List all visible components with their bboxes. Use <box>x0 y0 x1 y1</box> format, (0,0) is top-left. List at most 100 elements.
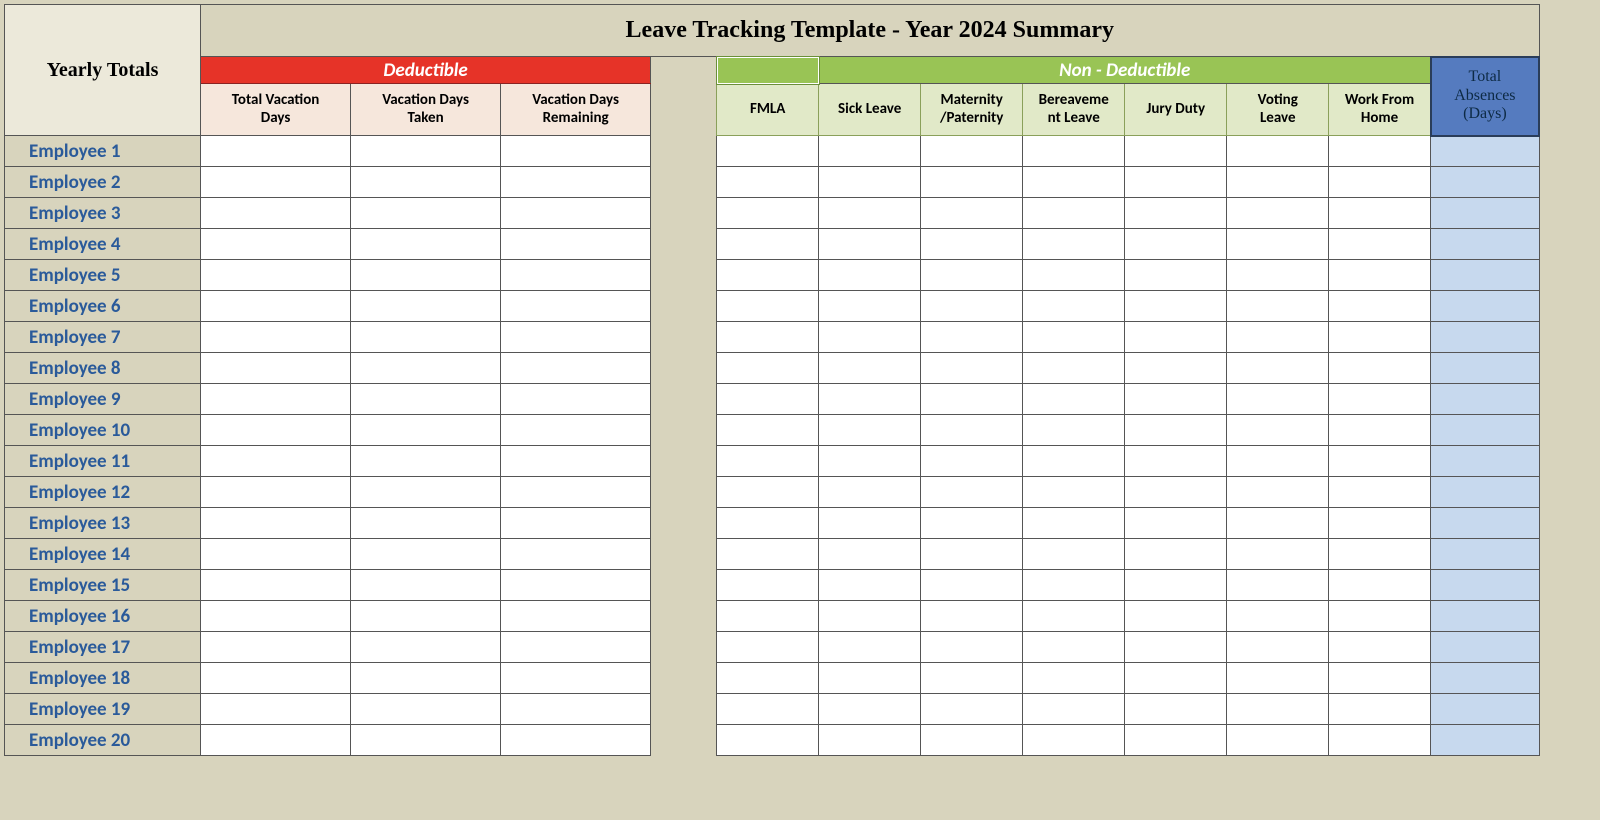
cell-deductible[interactable] <box>501 136 651 167</box>
cell-deductible[interactable] <box>351 291 501 322</box>
cell-deductible[interactable] <box>351 260 501 291</box>
cell-nondeductible[interactable] <box>1023 508 1125 539</box>
cell-deductible[interactable] <box>351 384 501 415</box>
cell-nondeductible[interactable] <box>1023 415 1125 446</box>
cell-total-absences[interactable] <box>1431 446 1539 477</box>
cell-nondeductible[interactable] <box>1023 291 1125 322</box>
cell-nondeductible[interactable] <box>921 570 1023 601</box>
cell-nondeductible[interactable] <box>819 694 921 725</box>
cell-nondeductible[interactable] <box>819 384 921 415</box>
cell-nondeductible[interactable] <box>1227 601 1329 632</box>
cell-nondeductible[interactable] <box>1125 694 1227 725</box>
cell-nondeductible[interactable] <box>1227 322 1329 353</box>
cell-nondeductible[interactable] <box>1227 291 1329 322</box>
cell-deductible[interactable] <box>201 539 351 570</box>
cell-nondeductible[interactable] <box>1329 632 1431 663</box>
cell-nondeductible[interactable] <box>1329 694 1431 725</box>
cell-nondeductible[interactable] <box>1227 663 1329 694</box>
cell-deductible[interactable] <box>501 632 651 663</box>
cell-nondeductible[interactable] <box>921 353 1023 384</box>
cell-deductible[interactable] <box>201 632 351 663</box>
cell-nondeductible[interactable] <box>1227 446 1329 477</box>
cell-nondeductible[interactable] <box>1227 632 1329 663</box>
cell-nondeductible[interactable] <box>1227 570 1329 601</box>
cell-nondeductible[interactable] <box>1125 446 1227 477</box>
cell-nondeductible[interactable] <box>717 601 819 632</box>
cell-deductible[interactable] <box>201 198 351 229</box>
cell-nondeductible[interactable] <box>1125 198 1227 229</box>
cell-deductible[interactable] <box>351 725 501 756</box>
cell-deductible[interactable] <box>501 415 651 446</box>
cell-nondeductible[interactable] <box>819 446 921 477</box>
cell-nondeductible[interactable] <box>1023 353 1125 384</box>
cell-deductible[interactable] <box>351 477 501 508</box>
cell-nondeductible[interactable] <box>1329 384 1431 415</box>
cell-nondeductible[interactable] <box>1125 167 1227 198</box>
cell-deductible[interactable] <box>201 725 351 756</box>
cell-nondeductible[interactable] <box>819 322 921 353</box>
cell-nondeductible[interactable] <box>1329 229 1431 260</box>
cell-nondeductible[interactable] <box>717 229 819 260</box>
cell-nondeductible[interactable] <box>921 198 1023 229</box>
cell-nondeductible[interactable] <box>921 260 1023 291</box>
cell-nondeductible[interactable] <box>1329 415 1431 446</box>
cell-deductible[interactable] <box>501 446 651 477</box>
cell-deductible[interactable] <box>351 508 501 539</box>
cell-deductible[interactable] <box>501 570 651 601</box>
cell-deductible[interactable] <box>351 322 501 353</box>
cell-nondeductible[interactable] <box>921 167 1023 198</box>
cell-total-absences[interactable] <box>1431 632 1539 663</box>
cell-total-absences[interactable] <box>1431 260 1539 291</box>
cell-deductible[interactable] <box>351 539 501 570</box>
cell-nondeductible[interactable] <box>1329 446 1431 477</box>
cell-nondeductible[interactable] <box>921 322 1023 353</box>
cell-nondeductible[interactable] <box>1227 539 1329 570</box>
cell-deductible[interactable] <box>201 322 351 353</box>
cell-deductible[interactable] <box>201 353 351 384</box>
cell-deductible[interactable] <box>201 415 351 446</box>
cell-total-absences[interactable] <box>1431 198 1539 229</box>
cell-nondeductible[interactable] <box>1227 198 1329 229</box>
cell-nondeductible[interactable] <box>819 725 921 756</box>
cell-total-absences[interactable] <box>1431 694 1539 725</box>
cell-nondeductible[interactable] <box>717 353 819 384</box>
cell-deductible[interactable] <box>201 663 351 694</box>
cell-nondeductible[interactable] <box>819 570 921 601</box>
cell-deductible[interactable] <box>501 260 651 291</box>
cell-deductible[interactable] <box>201 477 351 508</box>
cell-deductible[interactable] <box>201 694 351 725</box>
cell-nondeductible[interactable] <box>921 136 1023 167</box>
cell-nondeductible[interactable] <box>717 539 819 570</box>
cell-total-absences[interactable] <box>1431 539 1539 570</box>
cell-deductible[interactable] <box>201 508 351 539</box>
cell-total-absences[interactable] <box>1431 229 1539 260</box>
cell-nondeductible[interactable] <box>1023 694 1125 725</box>
cell-nondeductible[interactable] <box>717 198 819 229</box>
cell-nondeductible[interactable] <box>1023 446 1125 477</box>
cell-nondeductible[interactable] <box>1329 539 1431 570</box>
cell-nondeductible[interactable] <box>717 136 819 167</box>
cell-nondeductible[interactable] <box>819 229 921 260</box>
cell-nondeductible[interactable] <box>921 539 1023 570</box>
cell-nondeductible[interactable] <box>717 477 819 508</box>
cell-deductible[interactable] <box>201 570 351 601</box>
cell-deductible[interactable] <box>351 198 501 229</box>
cell-nondeductible[interactable] <box>1023 260 1125 291</box>
cell-nondeductible[interactable] <box>1125 291 1227 322</box>
cell-nondeductible[interactable] <box>921 508 1023 539</box>
cell-nondeductible[interactable] <box>717 384 819 415</box>
cell-deductible[interactable] <box>351 570 501 601</box>
cell-nondeductible[interactable] <box>1023 601 1125 632</box>
cell-nondeductible[interactable] <box>1125 415 1227 446</box>
cell-nondeductible[interactable] <box>921 229 1023 260</box>
cell-deductible[interactable] <box>501 694 651 725</box>
cell-nondeductible[interactable] <box>819 539 921 570</box>
cell-nondeductible[interactable] <box>1329 508 1431 539</box>
cell-nondeductible[interactable] <box>1125 663 1227 694</box>
cell-deductible[interactable] <box>351 632 501 663</box>
cell-nondeductible[interactable] <box>1125 229 1227 260</box>
cell-nondeductible[interactable] <box>819 291 921 322</box>
cell-total-absences[interactable] <box>1431 508 1539 539</box>
cell-nondeductible[interactable] <box>1023 725 1125 756</box>
cell-deductible[interactable] <box>501 725 651 756</box>
